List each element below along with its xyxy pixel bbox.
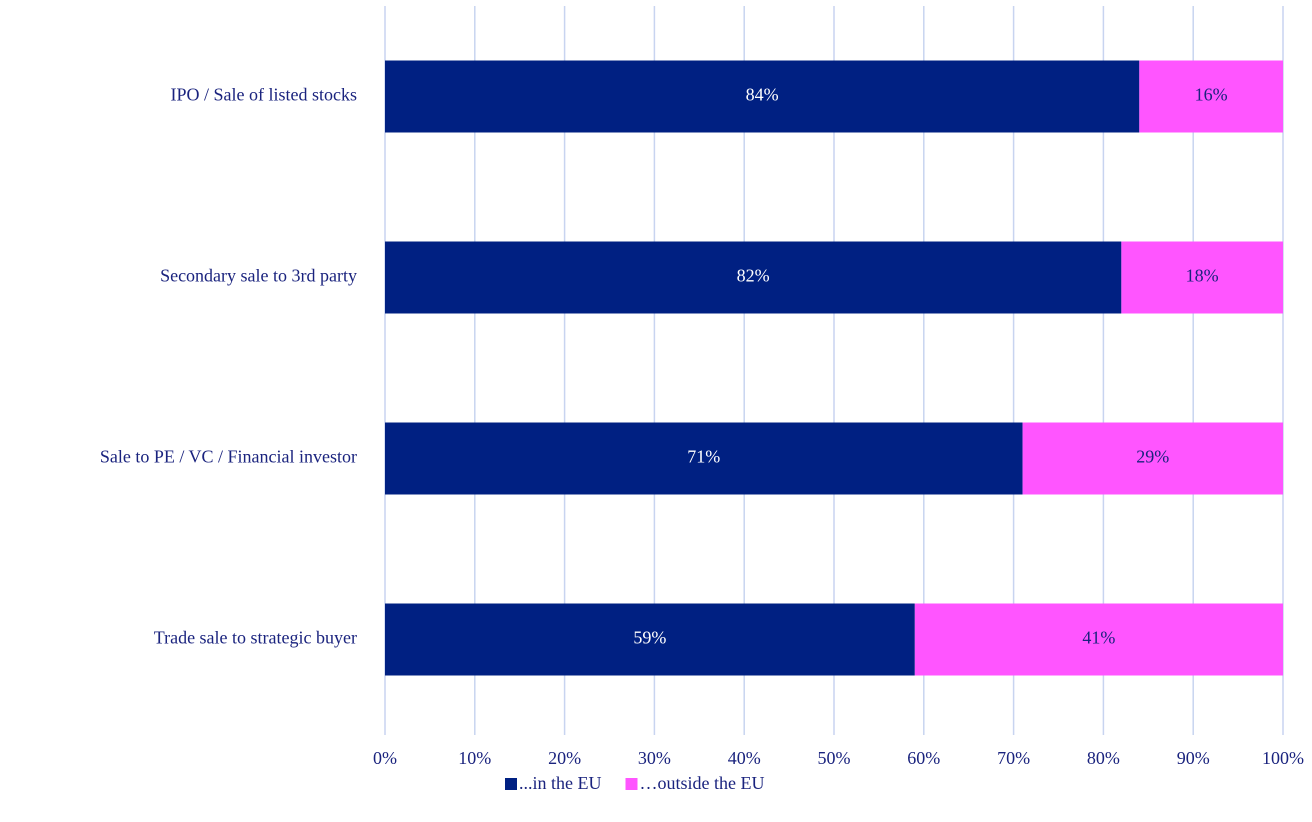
value-label: 59% — [633, 628, 666, 648]
x-tick-label: 90% — [1177, 748, 1210, 768]
y-tick-label: Secondary sale to 3rd party — [160, 266, 357, 286]
bar-segment — [385, 422, 1023, 495]
bar-segment — [1022, 422, 1283, 495]
bar-segment — [1121, 241, 1283, 314]
x-tick-label: 70% — [997, 748, 1030, 768]
y-tick-label: IPO / Sale of listed stocks — [171, 85, 358, 105]
x-tick-label: 20% — [548, 748, 581, 768]
bar-segment — [1139, 60, 1283, 133]
x-tick-label: 0% — [373, 748, 397, 768]
x-tick-label: 40% — [728, 748, 761, 768]
legend-swatch — [625, 778, 638, 790]
value-label: 16% — [1195, 85, 1228, 105]
value-label: 18% — [1186, 266, 1219, 286]
legend-label: …outside the EU — [640, 773, 765, 793]
x-tick-label: 100% — [1262, 748, 1304, 768]
y-tick-label: Trade sale to strategic buyer — [154, 628, 357, 648]
x-tick-label: 80% — [1087, 748, 1120, 768]
legend-swatch — [505, 778, 517, 790]
bar-segment — [385, 60, 1140, 133]
legend-label: ...in the EU — [519, 773, 602, 793]
bar-segment — [385, 241, 1122, 314]
value-label: 41% — [1082, 628, 1115, 648]
bar-segment — [385, 603, 915, 676]
x-tick-label: 50% — [818, 748, 851, 768]
bar-segment — [914, 603, 1283, 676]
x-tick-label: 10% — [458, 748, 491, 768]
x-tick-label: 60% — [907, 748, 940, 768]
value-label: 29% — [1136, 447, 1169, 467]
value-label: 84% — [746, 85, 779, 105]
y-tick-label: Sale to PE / VC / Financial investor — [100, 447, 357, 467]
value-label: 71% — [687, 447, 720, 467]
x-tick-label: 30% — [638, 748, 671, 768]
value-label: 82% — [737, 266, 770, 286]
